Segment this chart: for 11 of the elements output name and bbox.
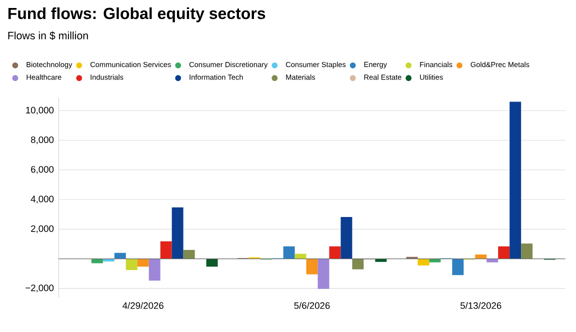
y-tick-label: −2,000: [26, 284, 54, 292]
chart-subtitle: Flows in $ million: [8, 31, 88, 40]
y-tick-label: 6,000: [31, 166, 54, 174]
x-tick-label: 4/29/2026: [122, 302, 164, 309]
x-tick-label: 5/13/2026: [460, 302, 502, 309]
y-tick-label: 8,000: [31, 136, 54, 144]
y-tick-label: 2,000: [31, 225, 54, 234]
x-tick-label: 5/6/2026: [294, 302, 330, 309]
y-tick-label: 10,000: [26, 106, 54, 115]
chart-title: Fund flows: Global equity sectors: [8, 7, 266, 22]
y-tick-label: 4,000: [30, 196, 54, 204]
